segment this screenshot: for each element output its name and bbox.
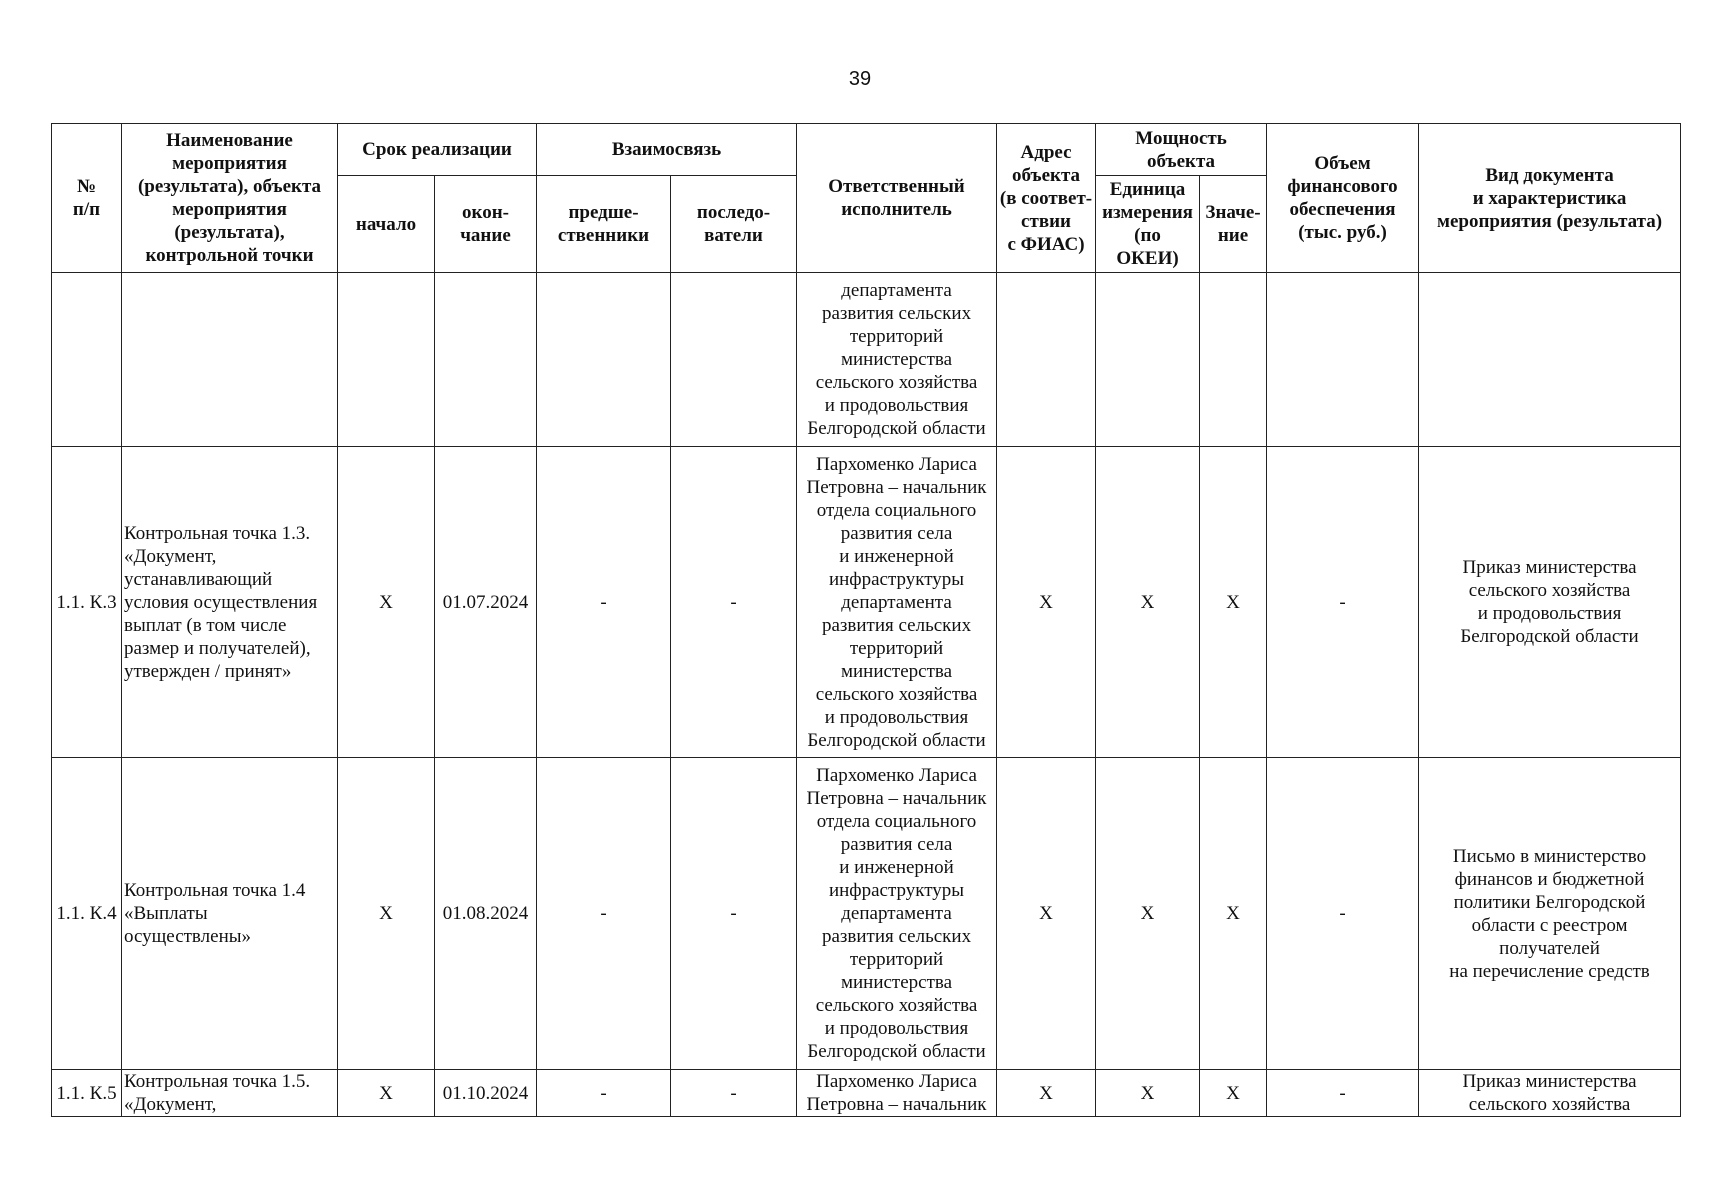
header-name: Наименование мероприятия (результата), о…	[121, 123, 338, 273]
cell-name: Контрольная точка 1.4 «Выплаты осуществл…	[121, 757, 338, 1070]
cell-pred	[536, 272, 671, 447]
header-executor: Ответственный исполнитель	[796, 123, 998, 273]
cell-succ: -	[669, 757, 798, 1070]
header-finance: Объем финансового обеспечения (тыс. руб.…	[1266, 123, 1420, 273]
header-unit: Единица измерения (по ОКЕИ)	[1095, 175, 1201, 273]
table-row: 1.1. К.5 Контрольная точка 1.5. «Докумен…	[51, 1069, 1682, 1117]
cell-num	[51, 272, 122, 447]
cell-address: X	[996, 446, 1097, 758]
events-table: № п/п Наименование мероприятия (результа…	[51, 123, 1682, 1117]
cell-succ: -	[669, 1069, 798, 1117]
cell-value: X	[1199, 446, 1268, 758]
cell-end	[434, 272, 537, 447]
header-address: Адрес объекта (в соответ- ствии с ФИАС)	[996, 123, 1097, 273]
cell-unit	[1095, 272, 1201, 447]
cell-finance: -	[1266, 1069, 1420, 1117]
table-row: 1.1. К.4 Контрольная точка 1.4 «Выплаты …	[51, 757, 1682, 1070]
cell-address: X	[996, 757, 1097, 1070]
cell-start: X	[337, 757, 435, 1070]
cell-pred: -	[536, 446, 671, 758]
header-value: Значе- ние	[1199, 175, 1268, 273]
cell-end: 01.07.2024	[434, 446, 537, 758]
cell-end: 01.10.2024	[434, 1069, 537, 1117]
cell-value: X	[1199, 1069, 1268, 1117]
cell-value	[1199, 272, 1268, 447]
cell-finance: -	[1266, 757, 1420, 1070]
cell-doc: Приказ министерства сельского хозяйства	[1462, 1071, 1637, 1115]
cell-num: 1.1. К.4	[51, 757, 122, 1070]
table-row: 1.1. К.3 Контрольная точка 1.3. «Докумен…	[51, 446, 1682, 758]
cell-name: Контрольная точка 1.5. «Документ,	[124, 1071, 311, 1115]
header-term: Срок реализации	[337, 123, 537, 176]
cell-finance: -	[1266, 446, 1420, 758]
cell-name: Контрольная точка 1.3. «Документ, устана…	[121, 446, 338, 758]
cell-pred: -	[536, 757, 671, 1070]
cell-start	[337, 272, 435, 447]
header-doc: Вид документа и характеристика мероприят…	[1418, 123, 1682, 273]
header-relation: Взаимосвязь	[535, 123, 798, 176]
cell-num: 1.1. К.5	[51, 1069, 122, 1117]
cell-doc: Приказ министерства сельского хозяйства …	[1418, 446, 1682, 758]
cell-doc: Письмо в министерство финансов и бюджетн…	[1418, 757, 1682, 1070]
cell-executor: Пархоменко Лариса Петровна – начальник	[806, 1071, 987, 1115]
header-successors: последо- ватели	[669, 175, 798, 273]
cell-value: X	[1199, 757, 1268, 1070]
header-num: № п/п	[51, 123, 122, 273]
cell-doc	[1418, 272, 1682, 447]
page-number: 39	[848, 68, 872, 90]
cell-num: 1.1. К.3	[51, 446, 122, 758]
cell-executor: Пархоменко Лариса Петровна – начальник о…	[796, 757, 998, 1070]
cell-end: 01.08.2024	[434, 757, 537, 1070]
header-term-end: окон- чание	[434, 175, 537, 273]
cell-executor: Пархоменко Лариса Петровна – начальник о…	[796, 446, 998, 758]
cell-finance	[1266, 272, 1420, 447]
cell-executor: департамента развития сельских территори…	[796, 272, 998, 447]
cell-start: X	[337, 1069, 435, 1117]
cell-address: X	[996, 1069, 1097, 1117]
header-predecessors: предше- ственники	[536, 175, 671, 273]
cell-succ	[669, 272, 798, 447]
cell-succ: -	[669, 446, 798, 758]
cell-address	[996, 272, 1097, 447]
cell-pred: -	[536, 1069, 671, 1117]
cell-start: X	[337, 446, 435, 758]
cell-unit: X	[1095, 757, 1201, 1070]
table-row: департамента развития сельских территори…	[51, 272, 1682, 447]
header-row-1: № п/п Наименование мероприятия (результа…	[51, 123, 1682, 273]
cell-name	[121, 272, 338, 447]
header-term-start: начало	[337, 175, 435, 273]
header-capacity: Мощность объекта	[1095, 123, 1268, 176]
cell-unit: X	[1095, 1069, 1201, 1117]
cell-unit: X	[1095, 446, 1201, 758]
header-row-2: начало окон- чание предше- ственники пос…	[52, 175, 1681, 273]
